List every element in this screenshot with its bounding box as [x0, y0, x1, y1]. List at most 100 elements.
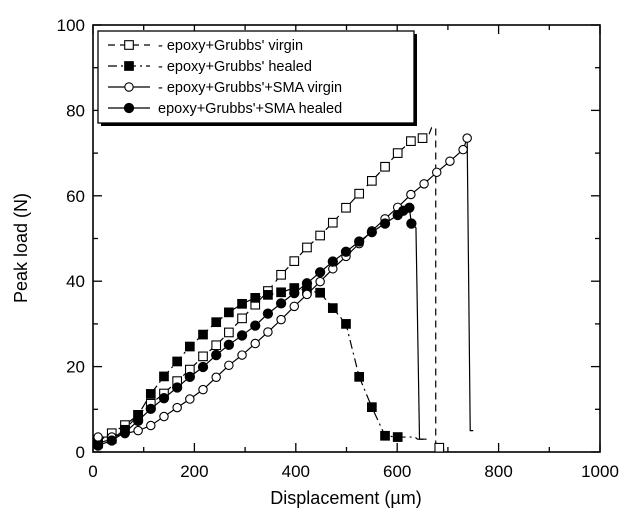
legend-box [97, 30, 415, 124]
legend: - epoxy+Grubbs' virgin - epoxy+Grubbs' he… [97, 30, 417, 126]
data-point [462, 133, 472, 143]
x-tick-label: 1000 [581, 462, 619, 481]
data-point [434, 442, 445, 453]
data-point [93, 432, 103, 442]
legend-marker [124, 40, 134, 50]
data-point [341, 202, 351, 213]
data-point [172, 382, 183, 393]
data-point [198, 351, 208, 362]
data-point [211, 372, 221, 383]
data-point [315, 287, 325, 298]
data-point [158, 393, 170, 404]
y-tick-label: 100 [57, 16, 85, 35]
y-tick-label: 40 [66, 272, 85, 291]
data-point [380, 161, 390, 172]
data-point [314, 267, 326, 278]
data-point [419, 179, 429, 189]
y-tick-label: 0 [76, 443, 85, 462]
data-point [276, 269, 286, 280]
data-point [289, 301, 300, 312]
y-axis-title: Peak load (N) [11, 193, 31, 303]
data-point [458, 144, 468, 155]
data-point [262, 308, 274, 319]
data-point [159, 371, 169, 382]
data-point [431, 167, 442, 178]
x-tick-label: 200 [180, 462, 208, 481]
y-tick-label: 80 [66, 101, 85, 120]
data-point [276, 287, 286, 298]
data-point [275, 298, 287, 309]
data-point [327, 217, 338, 228]
data-point [236, 330, 248, 341]
y-axis: 0 20 40 60 80 100 [57, 16, 600, 462]
data-point [366, 226, 377, 238]
data-point [224, 327, 234, 338]
data-point [92, 440, 104, 451]
data-point [237, 313, 247, 324]
data-point [198, 384, 208, 395]
legend-label: - epoxy+Grubbs' healed [158, 59, 312, 75]
data-point [211, 340, 222, 351]
data-point [237, 350, 247, 360]
data-point [315, 276, 325, 287]
data-point [340, 246, 352, 257]
data-point [327, 303, 338, 313]
data-point [223, 339, 235, 350]
data-point [380, 430, 390, 441]
x-tick-label: 600 [383, 462, 411, 481]
data-point [159, 411, 169, 422]
x-axis-title: Displacement (µm) [270, 488, 421, 508]
data-point [133, 425, 143, 436]
data-point [406, 189, 416, 200]
legend-marker [124, 61, 134, 71]
data-point [119, 427, 131, 438]
legend-label: - epoxy+Grubbs' virgin [158, 38, 303, 54]
data-point [184, 341, 195, 352]
x-tick-label: 400 [282, 462, 310, 481]
data-point [132, 415, 144, 426]
data-point [211, 317, 222, 328]
data-point [315, 230, 325, 241]
data-point [185, 394, 195, 404]
series-line [97, 126, 445, 451]
data-point [237, 298, 247, 309]
x-tick-label: 800 [484, 462, 512, 481]
data-point [354, 188, 365, 199]
data-point [302, 289, 312, 300]
data-point [172, 356, 183, 367]
data-point [366, 402, 377, 413]
x-tick-label: 0 [88, 462, 97, 481]
legend-marker [124, 82, 134, 92]
data-point [250, 293, 261, 303]
data-point [341, 319, 351, 329]
data-point [289, 288, 300, 299]
data-point [302, 242, 312, 253]
data-point [354, 236, 365, 247]
series-line [97, 287, 424, 445]
data-point [366, 176, 377, 186]
data-point [224, 307, 234, 318]
data-point [224, 360, 234, 371]
series-4 [92, 202, 427, 451]
data-point [250, 320, 261, 331]
y-tick-label: 60 [66, 187, 85, 206]
data-point [146, 420, 156, 431]
data-point [445, 156, 455, 166]
data-point [263, 290, 273, 300]
data-point [172, 402, 182, 413]
series-1 [93, 126, 445, 453]
data-point [406, 218, 417, 229]
data-point [406, 136, 416, 146]
y-tick-label: 20 [66, 358, 85, 377]
data-point [250, 338, 260, 349]
data-point [145, 403, 156, 415]
data-point [263, 327, 273, 337]
data-point [184, 371, 195, 382]
data-point [404, 202, 415, 213]
data-point [276, 314, 286, 325]
data-point [106, 435, 117, 446]
data-point [327, 256, 338, 267]
legend-marker [123, 102, 135, 114]
